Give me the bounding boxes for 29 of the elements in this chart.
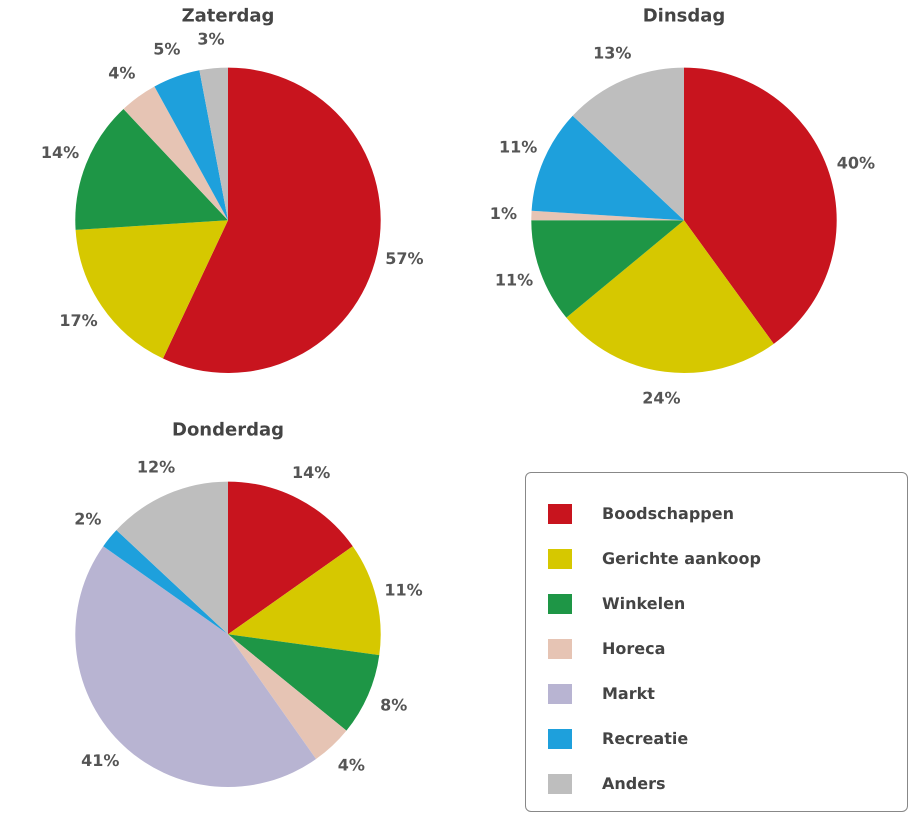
- data-label: 11%: [494, 270, 534, 290]
- data-label: 12%: [136, 458, 176, 477]
- legend-label: Boodschappen: [602, 504, 734, 523]
- data-label: 1%: [490, 204, 517, 223]
- data-label: 40%: [836, 154, 876, 173]
- chart-title: Dinsdag: [642, 5, 726, 26]
- data-label: 13%: [593, 44, 632, 63]
- data-label: 8%: [380, 695, 408, 714]
- data-label: 4%: [108, 63, 136, 82]
- data-label: 41%: [81, 751, 120, 770]
- data-label: 3%: [197, 30, 225, 49]
- legend-label: Gerichte aankoop: [602, 549, 761, 568]
- data-label: 5%: [153, 39, 180, 58]
- legend-label: Winkelen: [602, 594, 686, 613]
- legend-label: Anders: [602, 774, 666, 793]
- data-label: 4%: [338, 756, 365, 775]
- data-label: 17%: [59, 311, 98, 330]
- chart-title: Donderdag: [172, 419, 284, 440]
- chart-title: Zaterdag: [182, 5, 274, 26]
- legend-label: Markt: [602, 684, 655, 703]
- legend-label: Horeca: [602, 639, 666, 658]
- data-label: 57%: [385, 248, 424, 268]
- data-label: 2%: [74, 509, 102, 528]
- data-label: 14%: [40, 142, 80, 162]
- data-label: 11%: [384, 580, 423, 600]
- legend-label: Recreatie: [602, 729, 688, 748]
- data-label: 24%: [642, 388, 680, 408]
- data-label: 14%: [292, 463, 330, 482]
- data-label: 11%: [499, 138, 538, 157]
